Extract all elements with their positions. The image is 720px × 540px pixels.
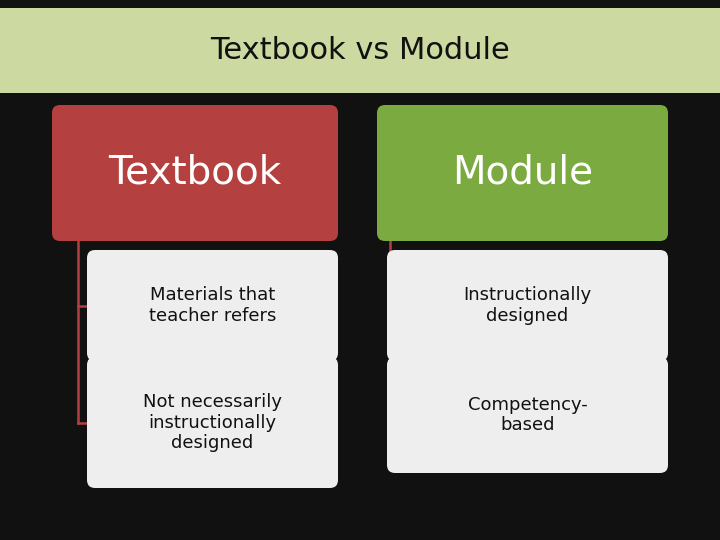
Bar <box>0 8 720 93</box>
FancyBboxPatch shape <box>52 105 338 241</box>
Text: Not necessarily
instructionally
designed: Not necessarily instructionally designed <box>143 393 282 453</box>
FancyBboxPatch shape <box>377 105 668 241</box>
Text: Instructionally
designed: Instructionally designed <box>464 286 592 325</box>
Text: Competency-
based: Competency- based <box>467 396 588 434</box>
FancyBboxPatch shape <box>387 357 668 473</box>
FancyBboxPatch shape <box>87 250 338 361</box>
Text: Module: Module <box>452 154 593 192</box>
FancyBboxPatch shape <box>387 250 668 361</box>
FancyBboxPatch shape <box>87 357 338 488</box>
Text: Textbook vs Module: Textbook vs Module <box>210 36 510 65</box>
Text: Textbook: Textbook <box>109 154 282 192</box>
Text: Materials that
teacher refers: Materials that teacher refers <box>149 286 276 325</box>
